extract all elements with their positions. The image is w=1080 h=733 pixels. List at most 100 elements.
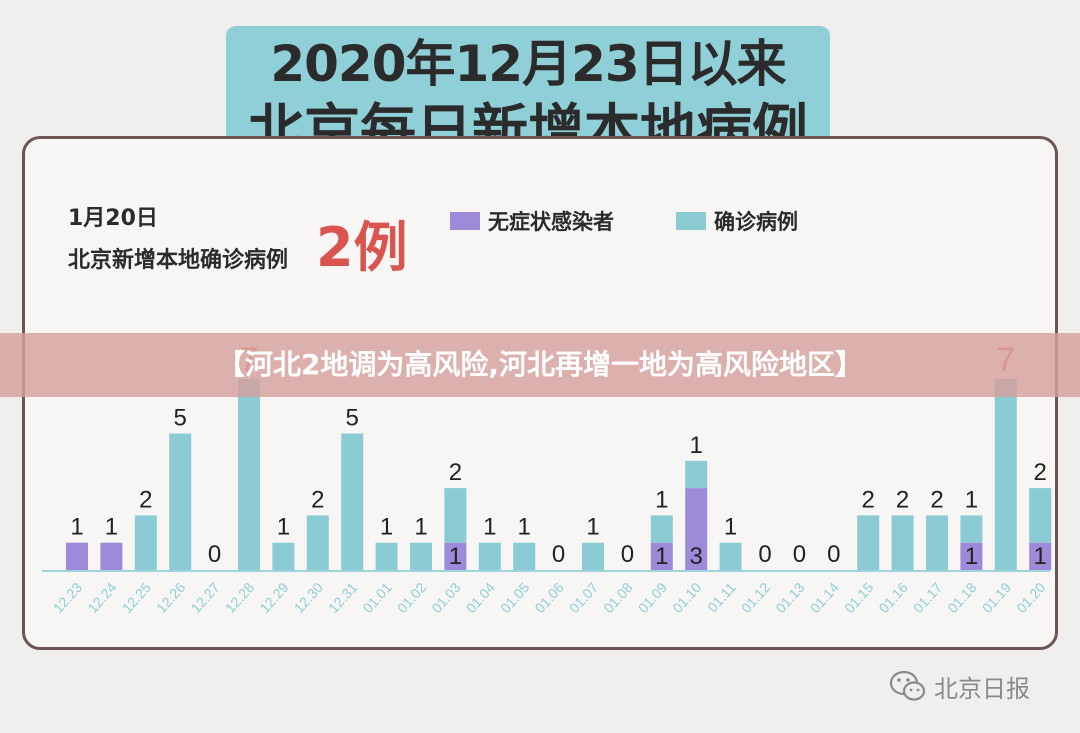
wechat-icon [889,670,926,701]
x-tick-label: 01.12 [738,579,773,616]
data-label: 1 [724,514,737,541]
bar-confirmed [650,515,673,543]
bar-asymptomatic [960,542,983,570]
legend-item-confirmed: 确诊病例 [676,208,798,234]
data-label: 0 [621,541,634,568]
bar-confirmed [960,515,983,543]
legend-label-asymptomatic: 无症状感染者 [488,210,614,234]
data-label-confirmed: 1 [965,486,978,513]
data-label: 2 [896,486,909,513]
x-tick-label: 12.31 [325,579,360,616]
bar-confirmed [582,542,604,570]
data-label: 1 [483,514,496,541]
data-label: 2 [930,486,943,513]
bar-confirmed [994,378,1017,570]
x-tick-label: 01.10 [669,579,704,616]
x-tick-label: 01.16 [875,579,910,616]
data-label-asymptomatic: 1 [1034,543,1047,570]
bar-confirmed [478,542,501,570]
x-tick-label: 12.30 [291,579,326,616]
bar-confirmed [513,542,536,570]
data-label: 2 [862,486,875,513]
data-label: 1 [586,514,599,541]
x-tick-label: 01.17 [910,579,945,616]
source-watermark: 北京日报 [888,666,1030,706]
x-tick-label: 12.29 [256,579,291,616]
data-label: 0 [758,541,771,568]
legend-item-asymptomatic: 无症状感染者 [450,208,614,234]
bar-confirmed [926,515,948,570]
x-tick-label: 01.03 [428,579,463,616]
data-label: 1 [380,514,393,541]
x-tick-label: 01.06 [531,579,566,616]
x-tick-label: 12.25 [119,579,154,616]
bar-confirmed [685,460,708,489]
data-label-asymptomatic: 1 [449,543,462,570]
bar-asymptomatic [100,542,123,570]
bar-confirmed [410,542,432,570]
summary-count: 2例 [316,216,408,279]
bar-confirmed [1029,488,1052,543]
legend-label-confirmed: 确诊病例 [714,210,798,234]
bar-confirmed [891,515,914,570]
data-label: 5 [174,405,187,432]
x-tick-label: 01.15 [841,579,876,616]
x-tick-label: 01.19 [979,579,1014,616]
x-tick-label: 01.07 [566,579,601,616]
x-tick-label: 01.09 [635,579,670,616]
bar-confirmed [238,378,260,570]
x-tick-label: 01.02 [394,579,429,616]
news-headline[interactable]: 【河北2地调为高风险,河北再增一地为高风险地区】 [216,348,864,381]
legend-swatch-confirmed [676,212,706,230]
news-banner [0,333,1080,397]
legend-swatch-asymptomatic [450,212,480,230]
data-label-confirmed: 1 [655,486,668,513]
data-label-asymptomatic: 1 [655,543,668,570]
summary-date: 1月20日 [68,206,158,231]
summary-label: 北京新增本地确诊病例 [68,248,289,273]
data-label-confirmed: 2 [1034,459,1047,486]
bar-confirmed [169,433,192,570]
x-tick-label: 12.24 [84,579,119,616]
data-label-confirmed: 2 [449,459,462,486]
data-label: 0 [827,541,840,568]
data-label-confirmed: 1 [690,432,703,459]
bar-confirmed [134,515,157,570]
bar-asymptomatic [1029,542,1052,570]
bar-asymptomatic [66,542,88,570]
bar-confirmed [272,542,295,570]
x-tick-label: 01.11 [704,579,739,615]
bar-asymptomatic [685,488,708,570]
data-label: 0 [793,541,806,568]
data-label: 2 [139,486,152,513]
data-label: 2 [311,486,324,513]
data-label: 1 [70,514,83,541]
x-tick-label: 12.27 [187,579,222,616]
x-tick-label: 01.14 [807,579,842,616]
x-tick-label: 01.08 [600,579,635,616]
bar-confirmed [857,515,880,570]
data-label: 0 [208,541,221,568]
bar-confirmed [306,515,329,570]
x-tick-label: 01.18 [944,579,979,616]
watermark-text: 北京日报 [934,674,1030,703]
x-tick-label: 12.28 [222,579,257,616]
data-label-asymptomatic: 3 [690,543,703,570]
x-tick-label: 12.26 [153,579,188,616]
data-label: 1 [277,514,290,541]
chart-title-date: 2020年12月23日以来 [270,35,786,93]
data-label: 1 [414,514,427,541]
x-tick-label: 01.01 [359,579,394,616]
x-tick-label: 01.04 [463,579,498,616]
data-label-asymptomatic: 1 [965,543,978,570]
data-label: 0 [552,541,565,568]
bar-asymptomatic [444,542,467,570]
x-tick-label: 12.23 [50,579,85,616]
x-tick-label: 01.05 [497,579,532,616]
bar-confirmed [444,488,467,543]
bar-confirmed [341,433,364,570]
bar-confirmed [719,542,742,570]
data-label: 5 [346,405,359,432]
x-tick-label: 01.13 [772,579,807,616]
